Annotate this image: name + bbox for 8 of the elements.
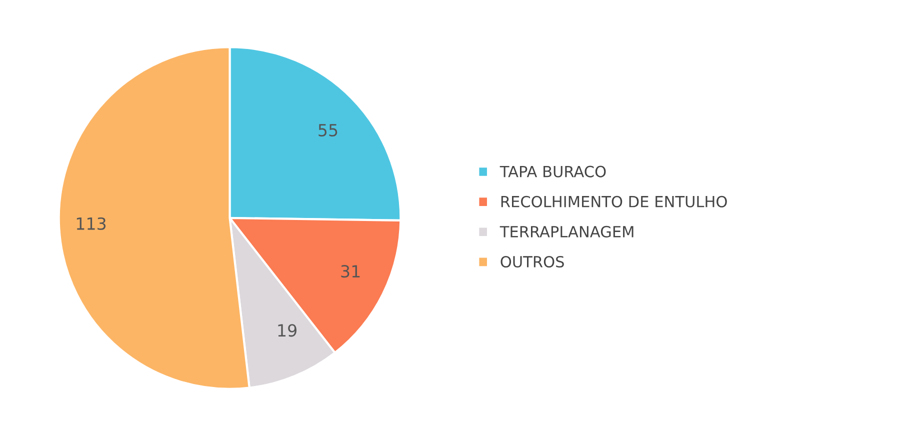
- legend-label: OUTROS: [500, 256, 564, 268]
- legend-label: TERRAPLANAGEM: [500, 226, 634, 238]
- legend-label: RECOLHIMENTO DE ENTULHO: [501, 196, 727, 208]
- data-label: 19: [278, 324, 296, 337]
- data-label: 113: [76, 217, 106, 230]
- data-label: 31: [341, 264, 360, 278]
- legend-label: TAPA BURACO: [500, 166, 606, 178]
- data-label: 55: [318, 124, 338, 136]
